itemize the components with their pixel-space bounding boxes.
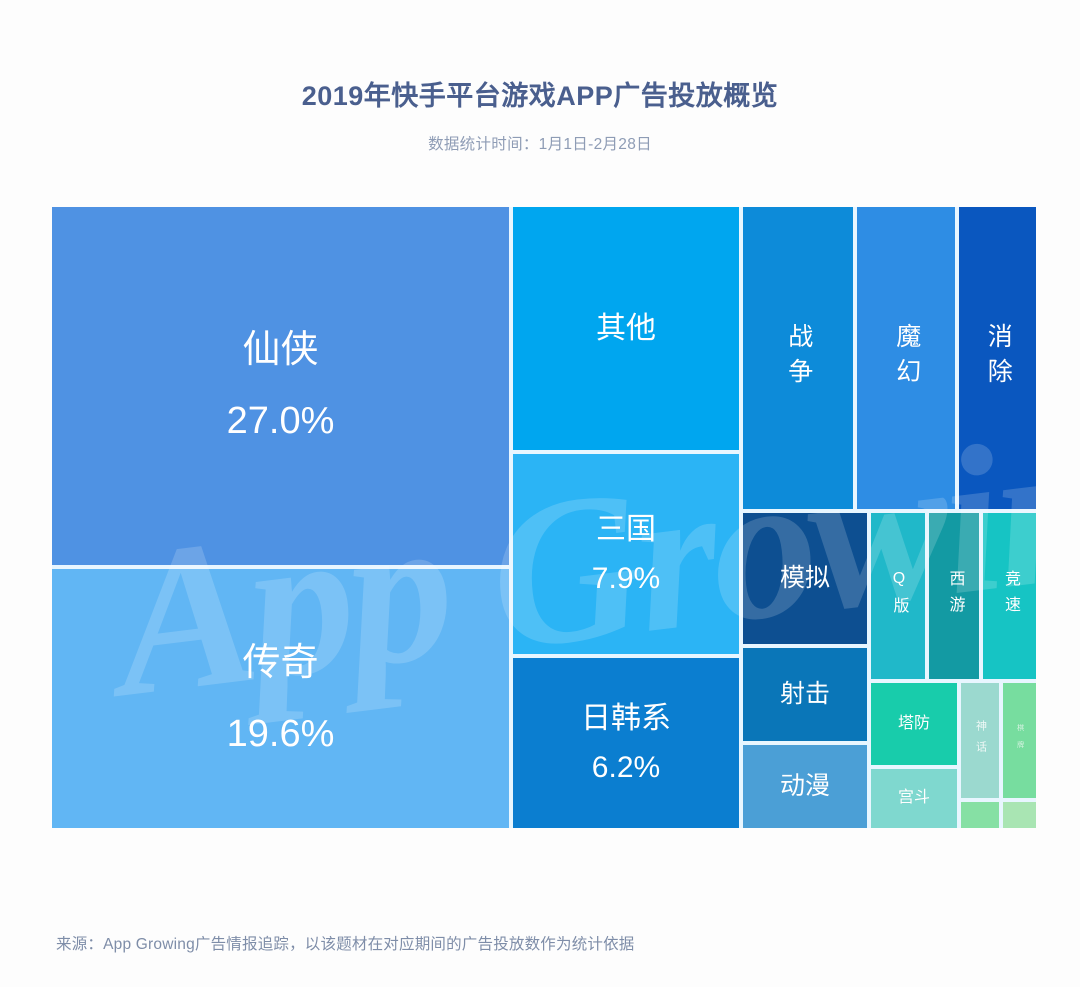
source-note: 来源：App Growing广告情报追踪，以该题材在对应期间的广告投放数作为统计… bbox=[56, 936, 635, 953]
treemap-cell-label: 传奇 bbox=[242, 641, 319, 684]
chart-subtitle: 数据统计时间：1月1日-2月28日 bbox=[428, 136, 652, 153]
treemap-cell[interactable]: 竞速 bbox=[983, 513, 1036, 679]
treemap-cell[interactable]: 仙侠 27.0% bbox=[52, 207, 509, 565]
treemap-cell[interactable]: 射击 bbox=[743, 648, 867, 741]
treemap-cell-label: 西游 bbox=[946, 570, 964, 622]
treemap-cell-label: 神话 bbox=[974, 719, 987, 762]
treemap-cell[interactable]: 塔防 bbox=[871, 683, 957, 765]
treemap-cell[interactable]: 三国 7.9% bbox=[513, 454, 739, 654]
treemap-cell-label: 魔幻 bbox=[892, 323, 921, 393]
treemap-cell[interactable]: 神话 bbox=[961, 683, 999, 798]
treemap-cell-label: 宫斗 bbox=[897, 789, 930, 807]
treemap-cell-percent: 27.0% bbox=[226, 400, 335, 442]
treemap-cell[interactable]: 宫斗 bbox=[871, 769, 957, 828]
treemap-cell[interactable]: 日韩系 6.2% bbox=[513, 658, 739, 828]
treemap-cell-label: Q版 bbox=[890, 569, 908, 623]
treemap-cell-label: 仙侠 bbox=[242, 329, 319, 372]
treemap-cell[interactable] bbox=[1003, 802, 1036, 828]
treemap-cell-label: 竞速 bbox=[1001, 570, 1019, 622]
treemap-cell[interactable]: 西游 bbox=[929, 513, 979, 679]
treemap-cell-percent: 7.9% bbox=[591, 562, 661, 595]
treemap-cell-label: 射击 bbox=[779, 679, 830, 708]
treemap-cell[interactable]: 传奇 19.6% bbox=[52, 569, 509, 828]
treemap-cell-label: 动漫 bbox=[779, 771, 830, 800]
treemap-cell-label: 日韩系 bbox=[581, 701, 671, 735]
treemap-cell-label: 其他 bbox=[596, 311, 656, 345]
treemap-cell-label: 三国 bbox=[596, 512, 656, 546]
treemap-cell[interactable]: Q版 bbox=[871, 513, 925, 679]
treemap-cell[interactable]: 战争 bbox=[743, 207, 853, 509]
treemap-cell[interactable]: 其他 bbox=[513, 207, 739, 450]
treemap-cell-label: 塔防 bbox=[897, 714, 930, 732]
treemap-cell[interactable]: 魔幻 bbox=[857, 207, 955, 509]
treemap-cell[interactable]: 消除 bbox=[959, 207, 1036, 509]
treemap-chart: 仙侠 27.0% 传奇 19.6% 其他三国 7.9% 日韩系 6.2% 战争模拟射击动漫 魔幻消… bbox=[52, 207, 1036, 828]
treemap-cell-label: 消除 bbox=[984, 323, 1013, 393]
page-title: 2019年快手平台游戏APP广告投放概览 bbox=[301, 81, 779, 111]
treemap-cell[interactable] bbox=[961, 802, 999, 828]
treemap-cell-label: 模拟 bbox=[779, 563, 830, 592]
chart-header: 2019年快手平台游戏APP广告投放概览 数据统计时间：1月1日-2月28日 bbox=[0, 0, 1080, 154]
treemap-cell[interactable]: 模拟 bbox=[743, 513, 867, 644]
treemap-cell-percent: 19.6% bbox=[226, 712, 335, 755]
treemap-cell-label: 棋牌 bbox=[1016, 723, 1024, 758]
treemap-cell[interactable]: 棋牌 bbox=[1003, 683, 1036, 798]
treemap-cell-percent: 6.2% bbox=[591, 751, 661, 784]
treemap-cell[interactable]: 动漫 bbox=[743, 745, 867, 828]
treemap-cell-label: 战争 bbox=[784, 323, 813, 393]
